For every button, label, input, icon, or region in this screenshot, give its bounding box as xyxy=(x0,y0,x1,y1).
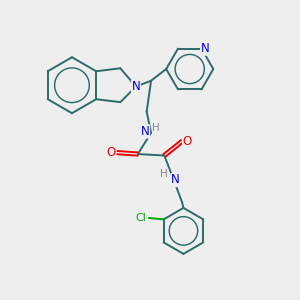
Text: N: N xyxy=(132,80,140,93)
Text: H: H xyxy=(160,169,168,179)
Text: N: N xyxy=(141,125,150,138)
Text: O: O xyxy=(107,146,116,159)
Text: N: N xyxy=(171,173,180,187)
Text: H: H xyxy=(152,122,160,133)
Text: Cl: Cl xyxy=(135,213,146,223)
Text: O: O xyxy=(183,135,192,148)
Text: N: N xyxy=(201,42,209,55)
